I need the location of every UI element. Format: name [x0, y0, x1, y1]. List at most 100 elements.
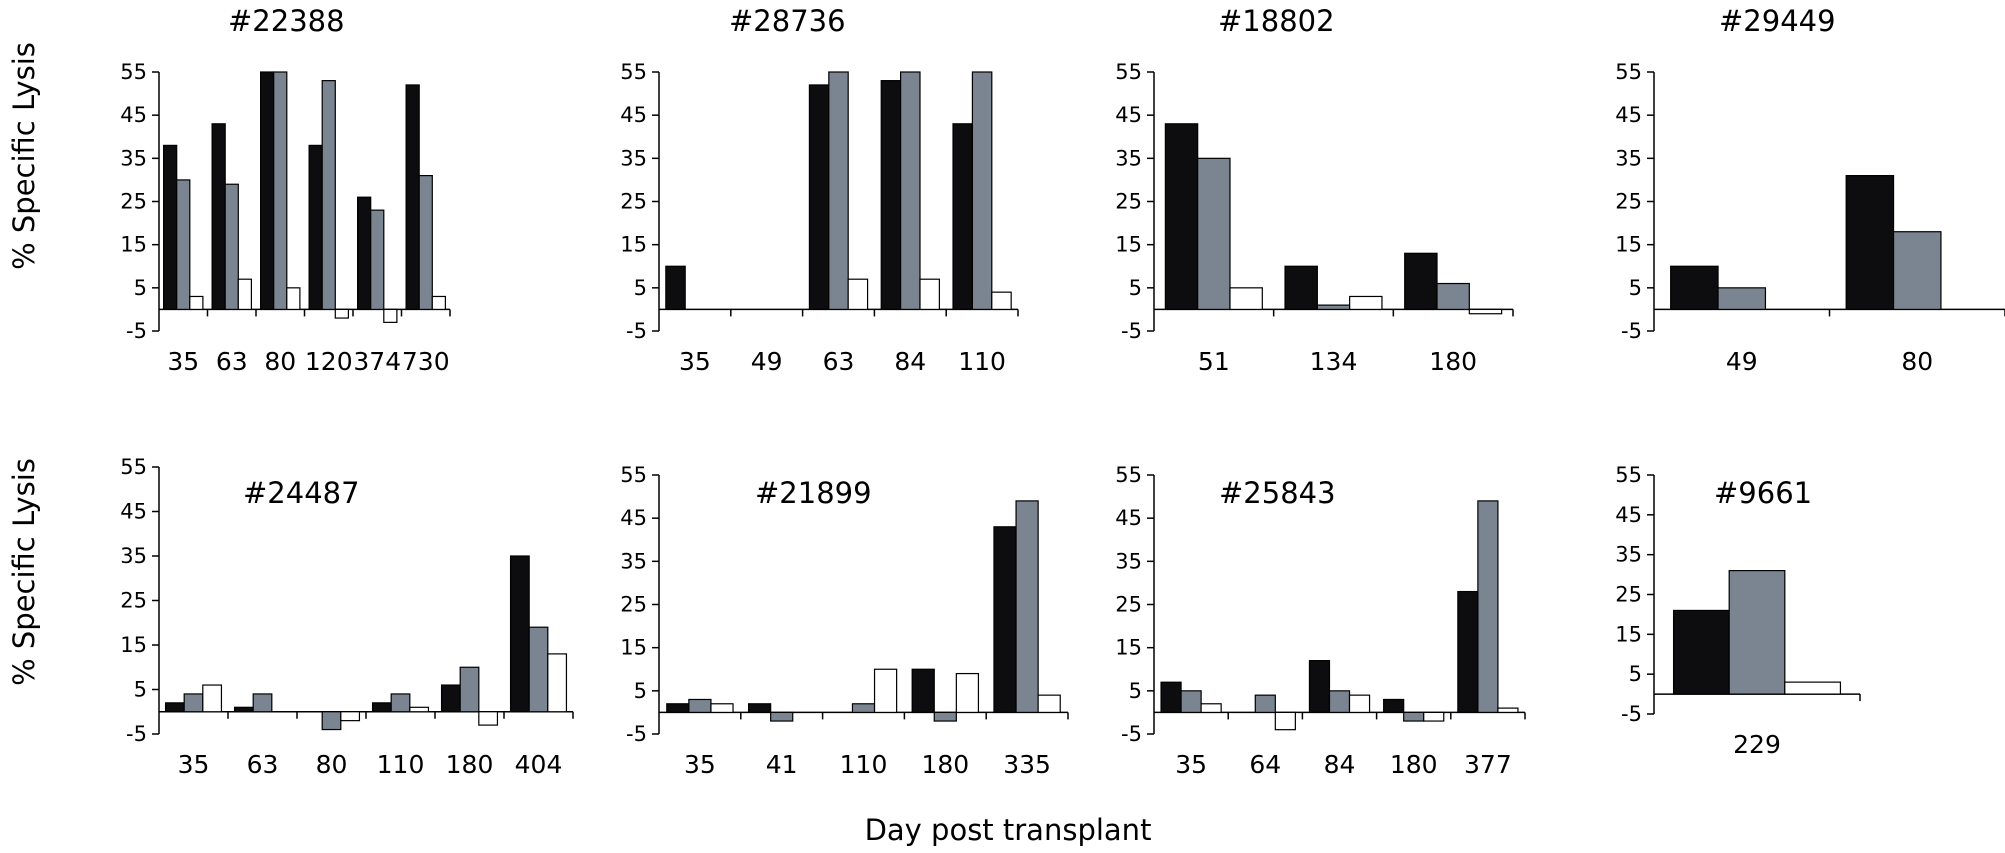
bar-series-3 — [202, 684, 223, 713]
chart-panel-3: #18802 55 45 35 25 15 5 -5 51 134 180 — [1115, 4, 1514, 376]
y-tick-label: 35 — [620, 549, 647, 573]
bar-series-2 — [528, 626, 549, 713]
bar-series-1 — [1284, 265, 1318, 311]
x-tick-label: 51 — [1198, 347, 1230, 376]
x-tick-label: 180 — [921, 750, 969, 779]
bar-series-1 — [1404, 252, 1438, 311]
bar-series-3 — [873, 668, 898, 714]
bar-series-3 — [1274, 711, 1296, 731]
y-tick-label: 5 — [1129, 679, 1142, 703]
bar-series-3 — [1784, 681, 1842, 695]
bar-series-2 — [1717, 287, 1767, 311]
panel-title: #28736 — [729, 4, 846, 38]
bar-series-1 — [1845, 175, 1895, 311]
y-tick-label: 45 — [120, 103, 147, 127]
x-tick-label: 49 — [1726, 347, 1758, 376]
bar-series-1 — [1670, 265, 1719, 311]
bar-series-1 — [233, 706, 254, 713]
bar-series-1 — [357, 196, 372, 311]
bar-series-2 — [418, 175, 433, 311]
y-tick-label: 5 — [134, 678, 147, 702]
y-tick-label: 45 — [1615, 503, 1642, 527]
bar-series-3 — [847, 278, 869, 311]
panel-title: #21899 — [755, 476, 872, 510]
bar-series-3 — [340, 711, 361, 722]
y-tick-label: 15 — [1115, 233, 1142, 257]
bar-series-3 — [1229, 287, 1263, 311]
bar-series-1 — [911, 668, 935, 714]
panel-title: #24487 — [243, 476, 360, 510]
bar-series-3 — [478, 711, 499, 726]
x-tick-label: 35 — [679, 347, 711, 376]
y-tick-label: 35 — [1115, 146, 1142, 170]
y-tick-label: 55 — [1615, 463, 1642, 487]
chart-panel-6: #21899 55 45 35 25 15 5 -5 35 41 110 180 335 — [620, 463, 1069, 779]
x-tick-label: 35 — [684, 750, 716, 779]
bar-series-2 — [1477, 500, 1499, 714]
bar-series-2 — [321, 711, 342, 731]
y-tick-label: 15 — [620, 233, 647, 257]
y-tick-label: 55 — [120, 60, 147, 84]
y-tick-label: 45 — [1115, 506, 1142, 530]
x-tick-label: 229 — [1733, 730, 1781, 759]
y-tick-label: 5 — [634, 276, 647, 300]
x-tick-label: 377 — [1464, 750, 1512, 779]
bar-series-3 — [1423, 711, 1445, 722]
bar-series-2 — [224, 183, 239, 311]
bar-series-2 — [459, 666, 480, 713]
bar-series-2 — [183, 693, 204, 713]
x-tick-label: 35 — [1175, 750, 1207, 779]
x-tick-label: 335 — [1003, 750, 1051, 779]
y-tick-label: 55 — [1115, 463, 1142, 487]
y-tick-label: 25 — [1115, 593, 1142, 617]
bar-series-1 — [260, 71, 275, 311]
x-tick-label: 63 — [216, 347, 248, 376]
y-tick-label: 45 — [1615, 103, 1642, 127]
x-tick-label: 180 — [1390, 750, 1438, 779]
x-tick-label: 374 — [353, 347, 401, 376]
bar-series-1 — [164, 702, 185, 713]
bar-series-1 — [1383, 698, 1405, 714]
y-tick-label: 5 — [634, 679, 647, 703]
y-tick-label: 45 — [620, 103, 647, 127]
bar-series-3 — [1037, 694, 1061, 714]
bar-series-3 — [409, 706, 430, 713]
bar-series-3 — [1348, 694, 1371, 714]
bar-series-3 — [547, 653, 568, 713]
bar-series-1 — [952, 123, 974, 311]
bar-series-1 — [880, 80, 902, 311]
y-axis-label-top: % Specific Lysis — [7, 42, 41, 270]
y-tick-label: 25 — [120, 589, 147, 613]
chart-panel-5: #24487 55 45 35 25 15 5 -5 35 63 80 110 180 404 — [120, 455, 574, 779]
y-tick-label: -5 — [1621, 319, 1642, 343]
bar-series-1 — [1672, 609, 1730, 695]
y-tick-label: -5 — [1121, 319, 1142, 343]
panel-title: #29449 — [1719, 4, 1836, 38]
bar-series-3 — [1497, 707, 1519, 714]
bar-series-1 — [440, 684, 461, 713]
y-tick-label: 5 — [1629, 276, 1642, 300]
bar-series-2 — [390, 693, 411, 713]
bar-series-2 — [971, 71, 993, 311]
x-tick-label: 120 — [305, 347, 353, 376]
bar-series-2 — [688, 698, 712, 714]
x-axis-label: Day post transplant — [865, 813, 1152, 847]
y-tick-label: 35 — [620, 146, 647, 170]
bar-series-2 — [1180, 690, 1202, 714]
y-tick-label: 25 — [620, 593, 647, 617]
bar-series-2 — [770, 711, 794, 722]
bar-series-3 — [237, 278, 252, 311]
bar-series-3 — [991, 291, 1012, 311]
bar-series-2 — [321, 80, 336, 311]
bar-series-3 — [710, 703, 734, 714]
panel-title: #22388 — [228, 4, 345, 38]
y-tick-label: 45 — [1115, 103, 1142, 127]
y-tick-label: 15 — [1615, 622, 1642, 646]
bar-series-1 — [405, 84, 420, 311]
x-tick-label: 110 — [840, 750, 888, 779]
bar-series-2 — [370, 209, 385, 311]
y-tick-label: 15 — [620, 636, 647, 660]
x-tick-label: 84 — [1324, 750, 1356, 779]
bar-series-2 — [176, 179, 191, 311]
